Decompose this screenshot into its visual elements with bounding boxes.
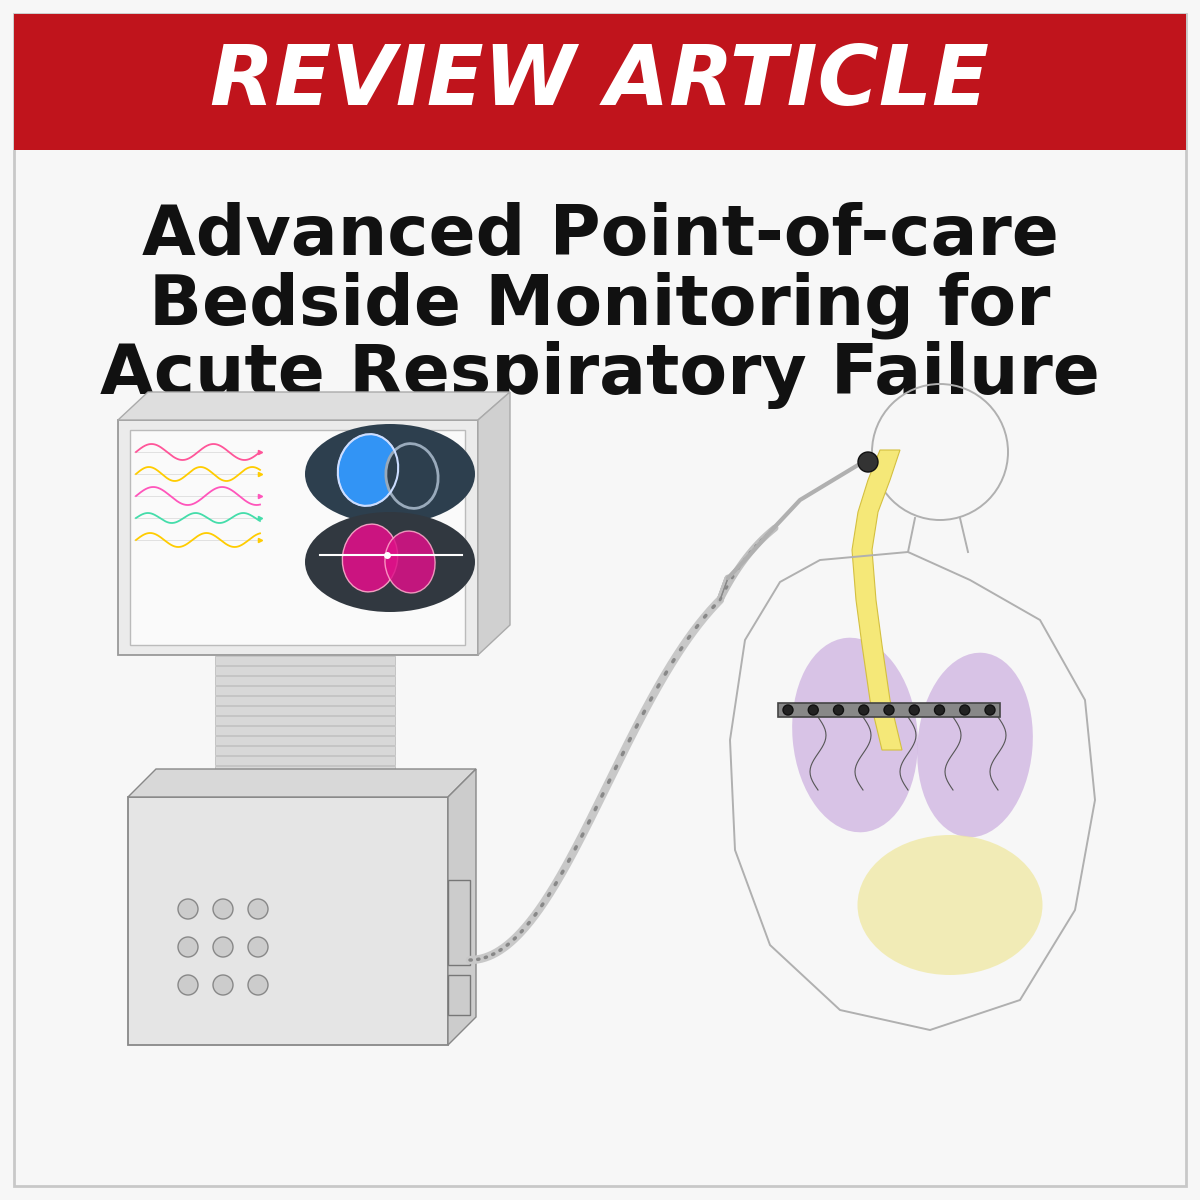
Circle shape xyxy=(784,704,793,715)
Text: Acute Respiratory Failure: Acute Respiratory Failure xyxy=(100,341,1100,409)
Circle shape xyxy=(214,974,233,995)
Bar xyxy=(215,686,395,695)
Text: REVIEW ARTICLE: REVIEW ARTICLE xyxy=(210,42,990,122)
Bar xyxy=(166,782,460,800)
Text: Advanced Point-of-care: Advanced Point-of-care xyxy=(142,202,1058,269)
Circle shape xyxy=(809,704,818,715)
Ellipse shape xyxy=(305,424,475,524)
Bar xyxy=(215,676,395,685)
Circle shape xyxy=(214,937,233,958)
Text: Bedside Monitoring for: Bedside Monitoring for xyxy=(149,271,1051,338)
Circle shape xyxy=(178,899,198,919)
Bar xyxy=(215,716,395,725)
Bar xyxy=(128,797,448,1045)
Bar xyxy=(130,430,466,646)
Circle shape xyxy=(960,704,970,715)
Circle shape xyxy=(834,704,844,715)
Bar xyxy=(215,746,395,755)
Bar xyxy=(215,696,395,704)
Circle shape xyxy=(935,704,944,715)
Ellipse shape xyxy=(338,434,398,506)
Ellipse shape xyxy=(385,532,436,593)
Circle shape xyxy=(178,937,198,958)
Ellipse shape xyxy=(386,444,438,509)
Bar xyxy=(215,666,395,674)
Circle shape xyxy=(859,704,869,715)
Circle shape xyxy=(248,937,268,958)
Bar xyxy=(215,756,395,766)
Polygon shape xyxy=(448,769,476,1045)
Circle shape xyxy=(248,974,268,995)
Bar xyxy=(448,974,470,1015)
Circle shape xyxy=(858,452,878,472)
Bar xyxy=(215,776,395,785)
Polygon shape xyxy=(478,392,510,655)
Ellipse shape xyxy=(917,653,1033,838)
Circle shape xyxy=(910,704,919,715)
Circle shape xyxy=(178,974,198,995)
Circle shape xyxy=(248,899,268,919)
Ellipse shape xyxy=(305,512,475,612)
Polygon shape xyxy=(852,450,902,750)
Bar xyxy=(215,656,395,665)
Circle shape xyxy=(214,899,233,919)
Ellipse shape xyxy=(792,637,918,833)
Bar xyxy=(215,766,395,775)
Circle shape xyxy=(884,704,894,715)
Polygon shape xyxy=(118,392,510,420)
Circle shape xyxy=(985,704,995,715)
Bar xyxy=(215,706,395,715)
Bar xyxy=(14,14,1186,150)
Ellipse shape xyxy=(342,524,397,592)
Bar xyxy=(215,726,395,734)
Bar xyxy=(778,703,1000,716)
Polygon shape xyxy=(128,769,476,797)
Bar xyxy=(448,880,470,965)
Bar xyxy=(215,736,395,745)
Ellipse shape xyxy=(858,835,1043,974)
Bar xyxy=(118,420,478,655)
